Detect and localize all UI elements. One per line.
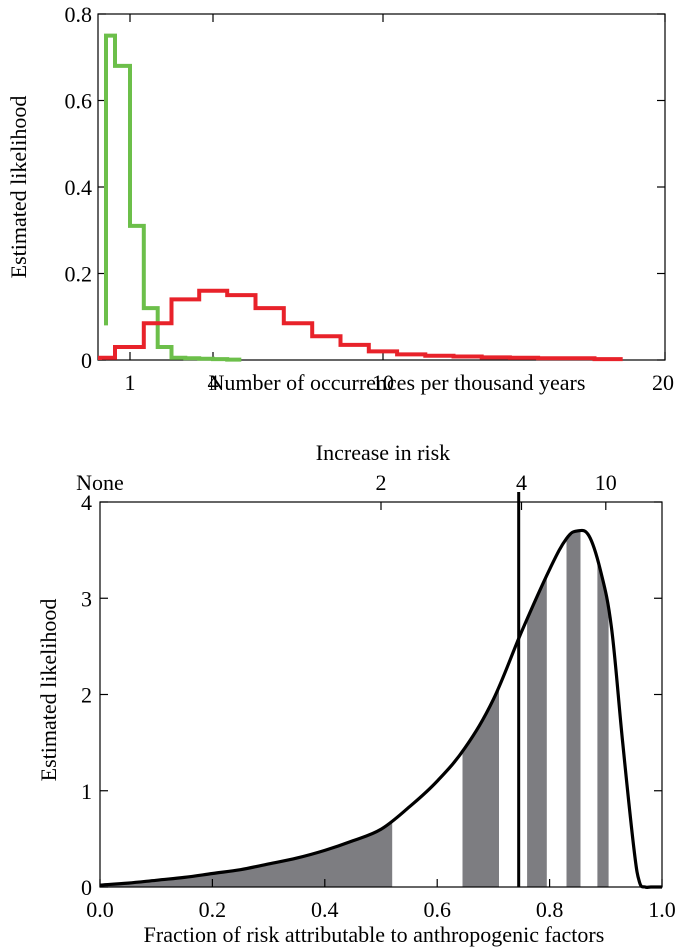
bottom-panel: 0 1 2 3 4 0.0 0.2 0.4 0.6 0.8 1.0 None 2 4 10	[76, 470, 676, 922]
bottom-x-tick-label: 0.2	[199, 897, 227, 922]
top-y-tick-label: 0.4	[65, 175, 93, 200]
bottom-y-tick-label: 4	[81, 490, 92, 515]
density-curve	[99, 528, 662, 889]
bottom-y-tick-label: 0	[81, 875, 92, 900]
top-series-1	[98, 288, 623, 362]
bottom-x-axis-title: Fraction of risk attributable to anthrop…	[144, 922, 605, 947]
top-panel: 0 0.2 0.4 0.6 0.8 1 4 10 20	[65, 2, 675, 395]
top-y-tick-label: 0.6	[65, 89, 93, 114]
bottom-x-tick-label: 0.8	[536, 897, 564, 922]
top-y-tick-label: 0.8	[65, 2, 93, 27]
bottom-x-tick-label: 0.4	[311, 897, 339, 922]
top-x-tick-label: 1	[125, 370, 136, 395]
top-series-0	[104, 33, 242, 362]
top-y-tick-label: 0.2	[65, 262, 93, 287]
top-x-tick-label: 10	[372, 370, 394, 395]
top-axis-tick-label: 10	[595, 470, 617, 495]
shaded-band-3	[566, 530, 581, 887]
bottom-top-axis-title: Increase in risk	[316, 440, 450, 465]
shaded-band-2	[527, 575, 547, 887]
shaded-band-4	[597, 561, 609, 887]
top-axis-tick-label: None	[76, 470, 124, 495]
shaded-band-0	[100, 820, 393, 887]
bottom-y-tick-label: 1	[81, 779, 92, 804]
top-x-axis-title: Number of occurrences per thousand years	[209, 370, 586, 395]
bottom-x-tick-label: 1.0	[648, 897, 676, 922]
bottom-x-tick-label: 0.6	[423, 897, 451, 922]
bottom-y-tick-label: 2	[81, 683, 92, 708]
top-x-tick-label: 4	[208, 370, 219, 395]
top-x-tick-label: 20	[652, 370, 674, 395]
top-plot-frame	[97, 13, 666, 361]
top-axis-tick-label: 4	[516, 470, 527, 495]
top-y-axis-title: Estimated likelihood	[6, 96, 31, 279]
shaded-band-1	[462, 685, 499, 887]
bottom-x-tick-label: 0.0	[86, 897, 114, 922]
top-y-tick-label: 0	[81, 348, 92, 373]
bottom-y-axis-title: Estimated likelihood	[36, 599, 61, 782]
top-axis-tick-label: 2	[376, 470, 387, 495]
bottom-y-tick-label: 3	[81, 586, 92, 611]
